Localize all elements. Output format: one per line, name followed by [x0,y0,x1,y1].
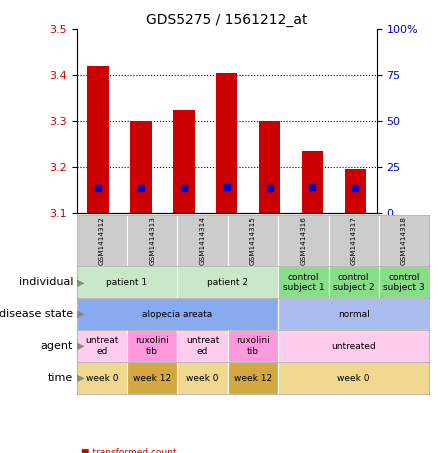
Text: untreat
ed: untreat ed [85,337,119,356]
Bar [177,330,228,362]
Bar [278,298,429,330]
Bar [177,215,228,266]
Text: untreat
ed: untreat ed [186,337,219,356]
Text: week 0: week 0 [186,374,219,383]
Text: week 12: week 12 [133,374,171,383]
Bar [379,215,429,266]
Text: control
subject 1: control subject 1 [283,273,324,292]
Text: week 12: week 12 [234,374,272,383]
Bar [379,266,429,298]
Text: GSM1414318: GSM1414318 [401,216,407,265]
Bar [77,215,127,266]
Text: GSM1414312: GSM1414312 [99,216,105,265]
Text: GSM1414314: GSM1414314 [200,216,205,265]
Text: normal: normal [338,310,370,319]
Text: ruxolini
tib: ruxolini tib [236,337,270,356]
Text: patient 1: patient 1 [106,278,148,287]
Bar [278,266,328,298]
Bar [127,215,177,266]
Bar [77,362,127,394]
Text: GSM1414313: GSM1414313 [149,216,155,265]
Text: agent: agent [41,341,73,351]
Text: week 0: week 0 [337,374,370,383]
Bar [345,169,366,213]
Text: ruxolini
tib: ruxolini tib [135,337,169,356]
Text: week 0: week 0 [85,374,118,383]
Bar [302,151,323,213]
Text: time: time [48,373,73,383]
Bar [259,121,280,213]
Text: GSM1414317: GSM1414317 [351,216,357,265]
Bar [77,298,278,330]
Bar [177,266,278,298]
Text: individual: individual [19,277,73,287]
Text: control
subject 2: control subject 2 [333,273,374,292]
Bar [328,266,379,298]
Bar [228,362,278,394]
Text: GSM1414316: GSM1414316 [300,216,306,265]
Bar [87,66,109,213]
Bar [77,266,177,298]
Bar [216,73,237,213]
Text: ▶: ▶ [77,373,84,383]
Bar [328,215,379,266]
Text: control
subject 3: control subject 3 [383,273,425,292]
Bar [127,362,177,394]
Text: ▶: ▶ [77,309,84,319]
Text: alopecia areata: alopecia areata [142,310,212,319]
Bar [130,121,152,213]
Bar [77,330,127,362]
Text: untreated: untreated [331,342,376,351]
Bar [177,362,228,394]
Bar [278,215,328,266]
Bar [278,362,429,394]
Text: ■ transformed count: ■ transformed count [81,448,177,453]
Bar [278,330,429,362]
Bar [173,110,194,213]
Text: GSM1414315: GSM1414315 [250,216,256,265]
Text: disease state: disease state [0,309,73,319]
Bar [228,330,278,362]
Title: GDS5275 / 1561212_at: GDS5275 / 1561212_at [146,13,307,27]
Text: ▶: ▶ [77,341,84,351]
Text: patient 2: patient 2 [207,278,248,287]
Bar [228,215,278,266]
Text: ▶: ▶ [77,277,84,287]
Bar [127,330,177,362]
